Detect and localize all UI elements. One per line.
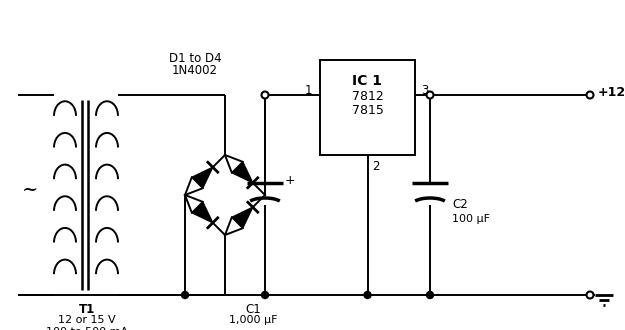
Bar	[320, 60, 415, 155]
Circle shape	[181, 291, 189, 299]
Text: 1N4002: 1N4002	[172, 64, 218, 77]
Text: 7812: 7812	[352, 90, 383, 103]
Text: 100 to 500 mA: 100 to 500 mA	[46, 327, 128, 330]
Text: C2: C2	[452, 199, 468, 212]
Text: 7815: 7815	[351, 104, 384, 117]
Text: C1: C1	[245, 303, 261, 316]
Circle shape	[261, 291, 269, 299]
Text: 100 μF: 100 μF	[452, 214, 490, 224]
Circle shape	[364, 291, 371, 299]
Circle shape	[426, 91, 434, 98]
Circle shape	[426, 291, 434, 299]
Polygon shape	[232, 207, 253, 228]
Text: D1 to D4: D1 to D4	[169, 52, 221, 65]
Text: ~: ~	[22, 181, 38, 199]
Polygon shape	[232, 162, 253, 183]
Polygon shape	[192, 202, 213, 223]
Text: +: +	[285, 174, 296, 186]
Text: +12/15V: +12/15V	[598, 85, 625, 98]
Text: T1: T1	[79, 303, 95, 316]
Circle shape	[586, 291, 594, 299]
Text: 1,000 μF: 1,000 μF	[229, 315, 278, 325]
Polygon shape	[192, 167, 213, 188]
Text: 3: 3	[421, 83, 428, 96]
Text: 12 or 15 V: 12 or 15 V	[58, 315, 116, 325]
Circle shape	[586, 91, 594, 98]
Text: 2: 2	[372, 160, 380, 173]
Circle shape	[261, 91, 269, 98]
Text: IC 1: IC 1	[352, 74, 382, 88]
Text: 1: 1	[304, 83, 312, 96]
